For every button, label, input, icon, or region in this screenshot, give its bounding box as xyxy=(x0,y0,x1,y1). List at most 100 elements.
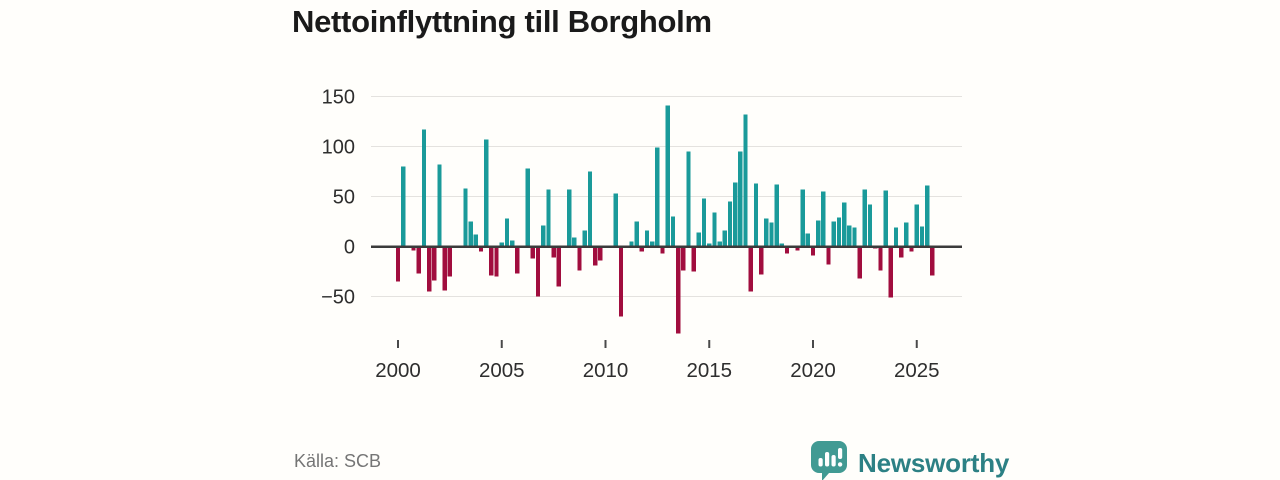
bar-positive xyxy=(613,193,619,247)
bar-positive xyxy=(582,230,587,247)
bar-positive xyxy=(473,234,478,247)
bar-negative xyxy=(930,246,935,276)
bar-positive xyxy=(867,204,873,247)
bar-negative xyxy=(515,246,520,274)
bar-positive xyxy=(634,221,639,247)
bar-positive xyxy=(421,129,427,247)
bar-positive xyxy=(862,189,868,247)
bar-positive xyxy=(924,185,930,247)
bar-positive xyxy=(629,241,634,247)
bar-negative xyxy=(810,246,816,256)
source-note: Källa: SCB xyxy=(294,451,382,471)
bar-positive xyxy=(670,216,676,247)
bar-negative xyxy=(592,246,598,266)
bar-positive xyxy=(401,166,406,247)
bar-negative xyxy=(530,246,536,259)
bar-positive xyxy=(841,202,847,247)
bar-negative xyxy=(535,246,541,297)
bar-positive xyxy=(816,220,821,247)
bar-negative xyxy=(639,246,644,252)
y-axis-label: 0 xyxy=(344,237,355,259)
newsworthy-logo-icon xyxy=(810,440,848,480)
migration-bar-chart: 150 100 50 0 −50 2000 2005 2010 2015 2020 2025 xyxy=(321,87,962,382)
bar-positive xyxy=(572,237,577,247)
y-axis-label: 100 xyxy=(322,137,355,159)
x-axis-label: 2015 xyxy=(686,359,732,382)
bar-negative xyxy=(416,246,421,274)
bar-positive xyxy=(437,164,442,247)
bar-negative xyxy=(909,246,914,252)
bar-negative xyxy=(411,246,416,251)
bar-positive xyxy=(567,189,572,247)
bar-positive xyxy=(727,201,733,247)
chart-area: 150 100 50 0 −50 2000 2005 2010 2015 2020 2025 xyxy=(290,75,980,395)
bar-positive xyxy=(644,230,650,247)
bar-positive xyxy=(546,189,551,247)
bar-negative xyxy=(442,246,447,291)
bar-positive xyxy=(504,218,510,247)
bar-positive xyxy=(696,232,702,247)
bar-positive xyxy=(733,182,738,247)
bar-positive xyxy=(650,241,655,247)
x-axis-label: 2020 xyxy=(790,359,836,382)
bar-negative xyxy=(899,246,904,258)
bar-negative xyxy=(675,246,681,334)
bar-positive xyxy=(738,151,743,247)
bar-positive xyxy=(769,222,774,247)
bar-negative xyxy=(857,246,862,279)
bar-positive xyxy=(509,240,515,247)
bar-negative xyxy=(577,246,582,271)
chart-title: Nettoinflyttning till Borgholm xyxy=(292,4,712,39)
newsworthy-branding: Newsworthy xyxy=(810,440,1009,480)
bar-negative xyxy=(489,246,494,276)
bar-positive xyxy=(712,212,717,247)
newsworthy-wordmark: Newsworthy xyxy=(858,447,1010,478)
bar-positive xyxy=(587,171,593,247)
bar-positive xyxy=(904,222,909,247)
bar-positive xyxy=(779,243,785,247)
bar-positive xyxy=(847,225,852,247)
bar-positive xyxy=(914,204,919,247)
y-axis-label: 150 xyxy=(322,87,355,109)
bar-positive xyxy=(753,183,759,247)
bar-negative xyxy=(758,246,764,275)
bar-positive xyxy=(686,151,691,247)
x-axis-label: 2025 xyxy=(894,359,940,382)
bar-negative xyxy=(748,246,753,292)
bar-positive xyxy=(774,184,779,247)
bar-positive xyxy=(893,227,899,247)
bar-positive xyxy=(836,217,842,247)
bar-negative xyxy=(556,246,561,287)
bar-positive xyxy=(468,221,473,247)
bar-negative xyxy=(598,246,603,261)
bar-positive xyxy=(525,168,530,247)
bar-positive xyxy=(665,105,670,247)
bar-positive xyxy=(764,218,769,247)
bar-negative xyxy=(888,246,893,298)
bar-positive xyxy=(805,233,810,247)
bar-negative xyxy=(426,246,432,292)
bar-positive xyxy=(800,189,805,247)
bar-negative xyxy=(395,246,401,282)
bar-negative xyxy=(660,246,665,254)
bar-positive xyxy=(484,139,489,247)
bar-positive xyxy=(831,221,836,247)
bar-negative xyxy=(784,246,790,254)
y-axis-label: −50 xyxy=(321,287,355,309)
bar-negative xyxy=(551,246,556,258)
bar-positive xyxy=(463,188,468,247)
x-axis-label: 2000 xyxy=(375,359,421,382)
x-axis-label: 2010 xyxy=(583,359,629,382)
bar-positive xyxy=(852,227,857,247)
bar-negative xyxy=(618,246,624,317)
bar-negative xyxy=(795,246,800,251)
bar-positive xyxy=(541,225,546,247)
bar-positive xyxy=(717,241,722,247)
bar-positive xyxy=(499,242,504,247)
bar-negative xyxy=(494,246,499,277)
bar-positive xyxy=(707,243,712,247)
bar-negative xyxy=(447,246,453,277)
bar-positive xyxy=(883,190,888,247)
bar-positive xyxy=(701,198,707,247)
